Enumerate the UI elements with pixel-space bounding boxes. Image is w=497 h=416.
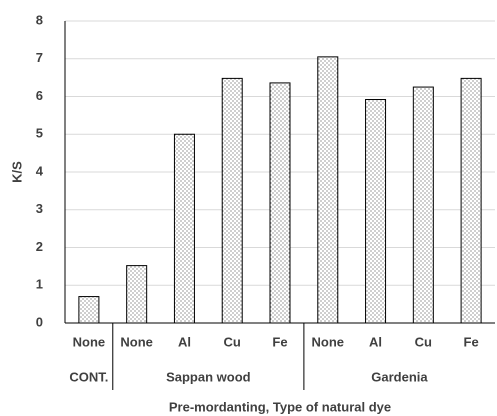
x-tick-label: Al: [369, 334, 382, 349]
x-tick-label: Al: [178, 334, 191, 349]
y-tick-label: 3: [36, 201, 43, 216]
x-tick-label: None: [312, 334, 345, 349]
bar: [78, 296, 100, 324]
x-tick-label: None: [120, 334, 153, 349]
bar: [221, 77, 243, 324]
bar: [365, 99, 387, 324]
bar: [412, 86, 434, 324]
group-label: Gardenia: [371, 369, 428, 384]
y-tick-label: 2: [36, 239, 43, 254]
x-tick-label: Fe: [272, 334, 287, 349]
x-tick-label: Cu: [224, 334, 241, 349]
group-label: Sappan wood: [166, 369, 251, 384]
x-tick-label: Fe: [464, 334, 479, 349]
y-tick-label: 7: [36, 50, 43, 65]
y-tick-label: 1: [36, 277, 43, 292]
bar: [269, 82, 291, 324]
y-tick-label: 6: [36, 88, 43, 103]
y-tick-label: 8: [36, 12, 43, 27]
bar: [317, 56, 339, 324]
y-tick-label: 0: [36, 314, 43, 329]
y-axis-title: K/S: [9, 161, 24, 183]
bar: [126, 265, 148, 324]
y-tick-label: 4: [36, 163, 44, 178]
group-label: CONT.: [69, 369, 108, 384]
bar: [173, 133, 195, 324]
x-axis-title: Pre-mordanting, Type of natural dye: [169, 399, 391, 414]
x-tick-label: None: [73, 334, 106, 349]
bar: [460, 77, 482, 324]
x-tick-label: Cu: [415, 334, 432, 349]
y-tick-label: 5: [36, 126, 43, 141]
